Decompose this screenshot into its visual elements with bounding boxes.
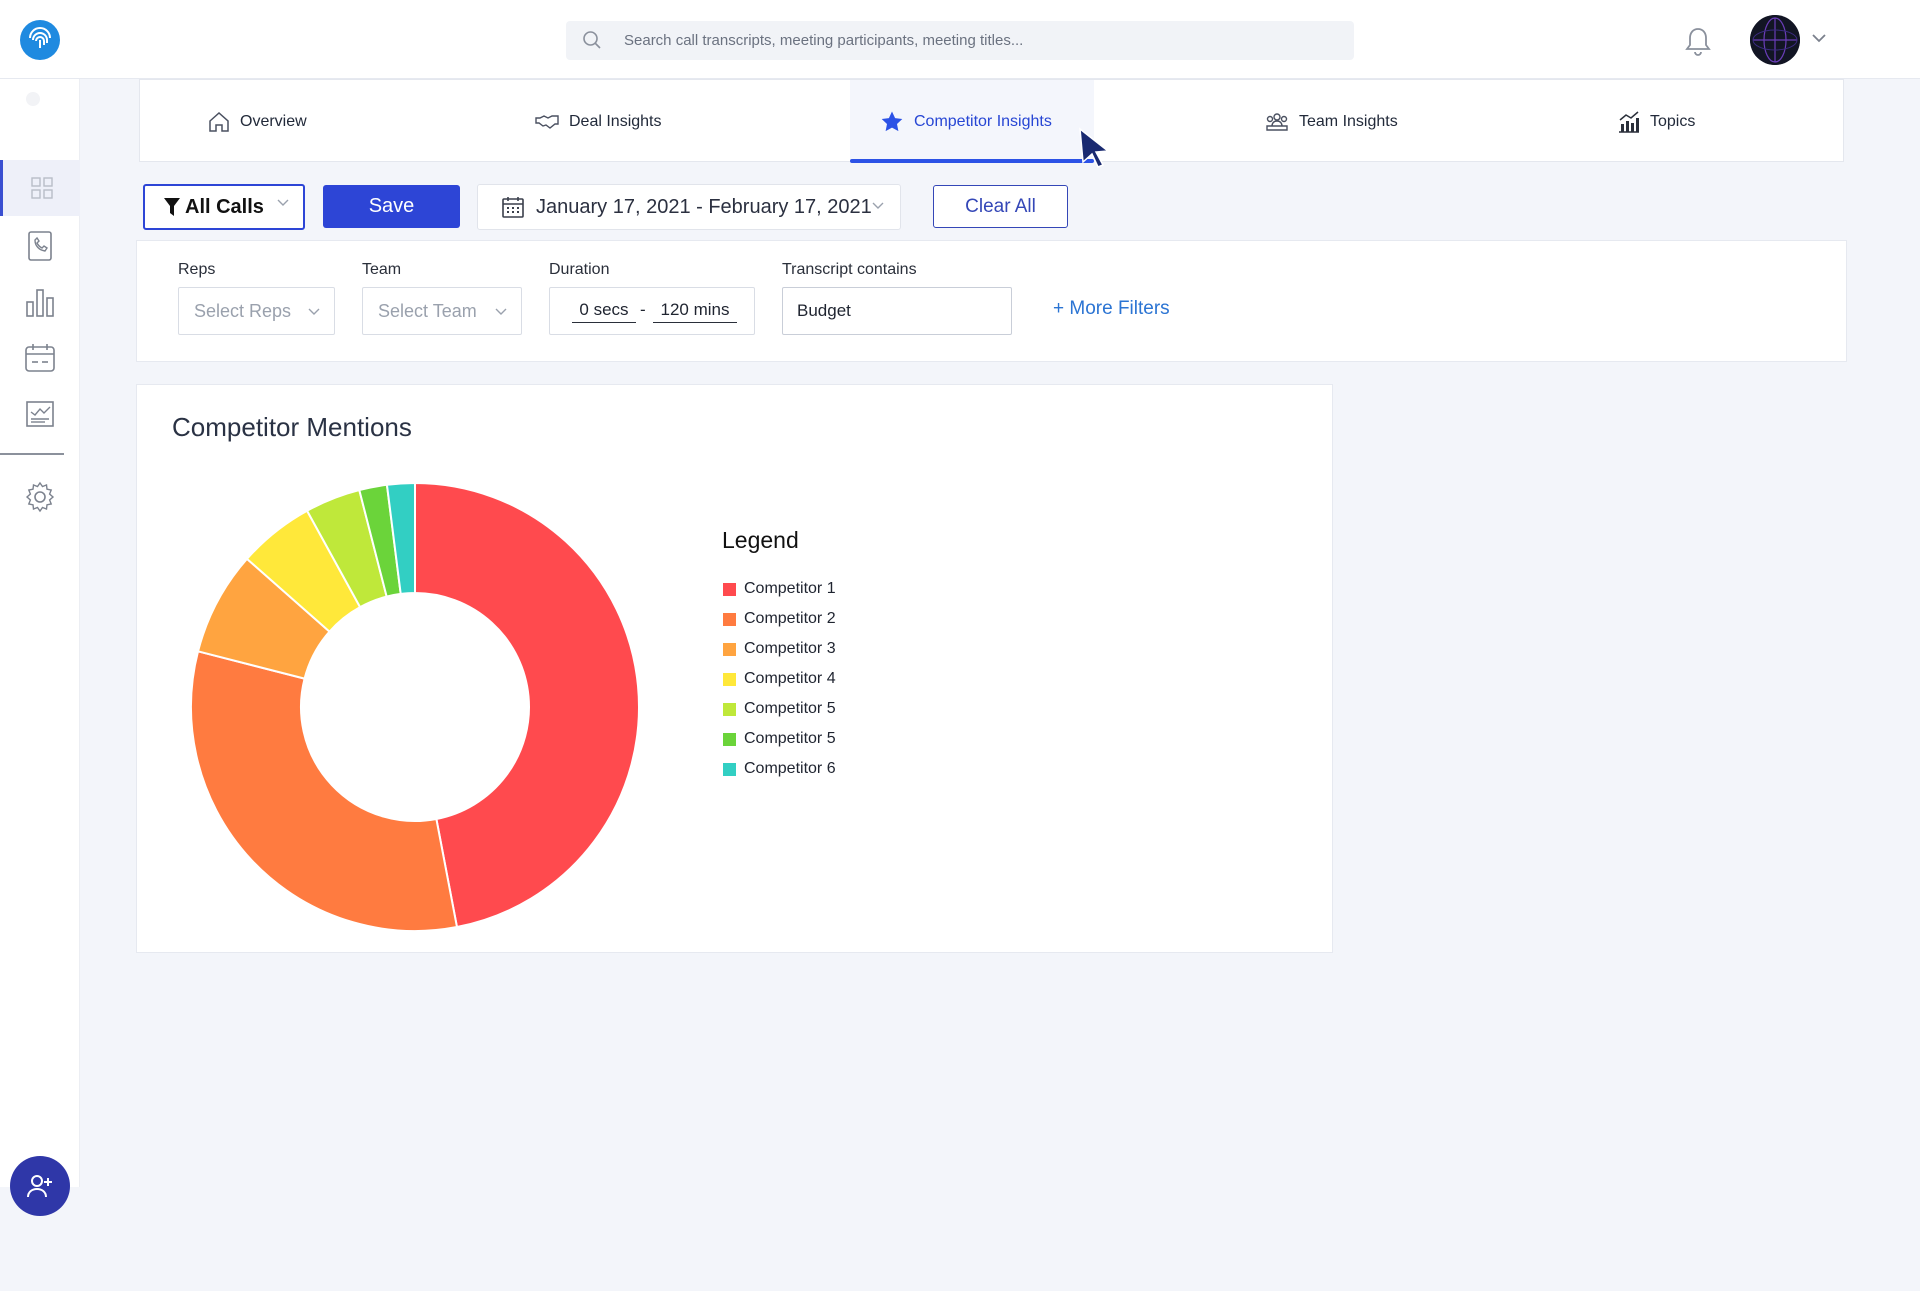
- pie-slice-2[interactable]: [190, 650, 459, 932]
- reps-label: Reps: [178, 261, 216, 278]
- chevron-down-icon[interactable]: [1812, 30, 1826, 48]
- legend-item[interactable]: Competitor 3: [723, 634, 836, 664]
- donut-chart: [190, 481, 640, 932]
- calendar-icon: [25, 344, 55, 372]
- search-input[interactable]: [624, 21, 1324, 60]
- add-user-icon: [27, 1175, 52, 1198]
- legend-label: Competitor 4: [744, 670, 836, 687]
- legend-label: Competitor 6: [744, 760, 836, 777]
- sidebar-item-dashboard[interactable]: [0, 160, 80, 216]
- legend-swatch: [723, 702, 736, 716]
- legend-swatch: [723, 732, 736, 746]
- chevron-down-icon: [277, 199, 289, 206]
- bar-chart-icon: [26, 289, 54, 317]
- sidebar-divider: [0, 453, 64, 455]
- top-header: [0, 0, 1920, 79]
- search-icon: [583, 31, 601, 49]
- home-icon: [209, 111, 229, 132]
- legend-label: Competitor 5: [744, 730, 836, 747]
- tab-competitor-insights[interactable]: Competitor Insights: [850, 80, 1094, 163]
- fingerprint-logo-icon[interactable]: [20, 20, 60, 60]
- legend-item[interactable]: Competitor 2: [723, 604, 836, 634]
- all-calls-dropdown[interactable]: All Calls: [143, 184, 305, 230]
- tab-label: Overview: [240, 112, 307, 130]
- chart-legend: Competitor 1 Competitor 2 Competitor 3 Comp…: [723, 574, 836, 784]
- empty-side-panel: [1352, 384, 1862, 682]
- duration-separator: -: [640, 300, 646, 319]
- duration-max-input[interactable]: 120 mins: [653, 300, 737, 323]
- transcript-contains-input[interactable]: [782, 287, 1012, 335]
- chevron-down-icon: [872, 202, 884, 209]
- legend-label: Competitor 3: [744, 640, 836, 657]
- legend-label: Competitor 5: [744, 700, 836, 717]
- filters-panel: Reps Select Reps Team Select Team Durati…: [136, 240, 1847, 362]
- sidebar-item-analytics[interactable]: [0, 274, 80, 330]
- mouse-cursor-icon: [1078, 127, 1112, 174]
- more-filters-link[interactable]: + More Filters: [1053, 298, 1170, 319]
- duration-label: Duration: [549, 261, 610, 278]
- legend-swatch: [723, 762, 736, 776]
- filter-icon: [164, 198, 180, 216]
- calendar-icon: [502, 197, 524, 218]
- tab-overview[interactable]: Overview: [208, 80, 307, 163]
- legend-item[interactable]: Competitor 1: [723, 574, 836, 604]
- legend-label: Competitor 1: [744, 580, 836, 597]
- transcript-label: Transcript contains: [782, 261, 917, 278]
- avatar[interactable]: [1750, 15, 1800, 65]
- team-placeholder: Select Team: [378, 300, 477, 321]
- tab-label: Team Insights: [1299, 112, 1398, 130]
- legend-swatch: [723, 642, 736, 656]
- chart-growth-icon: [1619, 110, 1639, 133]
- all-calls-label: All Calls: [185, 195, 264, 218]
- search-bar[interactable]: [566, 21, 1354, 60]
- tab-deal-insights[interactable]: Deal Insights: [535, 80, 662, 163]
- legend-item[interactable]: Competitor 5: [723, 694, 836, 724]
- sidebar-item-calendar[interactable]: [0, 330, 80, 386]
- clear-all-button[interactable]: Clear All: [933, 185, 1068, 228]
- legend-item[interactable]: Competitor 5: [723, 724, 836, 754]
- report-icon: [26, 401, 54, 427]
- dashboard-grid-icon: [30, 177, 53, 199]
- tab-label: Topics: [1650, 112, 1696, 130]
- pie-slice-7[interactable]: [385, 481, 416, 596]
- sidebar-item-calls[interactable]: [0, 218, 80, 274]
- settings-gear-icon: [25, 481, 55, 513]
- date-range-picker[interactable]: January 17, 2021 - February 17, 2021: [477, 184, 901, 230]
- legend-label: Competitor 2: [744, 610, 836, 627]
- reps-placeholder: Select Reps: [194, 300, 292, 321]
- duration-range: 0 secs - 120 mins: [549, 287, 755, 335]
- add-user-button[interactable]: [10, 1156, 70, 1216]
- legend-swatch: [723, 582, 736, 596]
- date-range-value: January 17, 2021 - February 17, 2021: [536, 195, 872, 218]
- legend-item[interactable]: Competitor 4: [723, 664, 836, 694]
- legend-swatch: [723, 672, 736, 686]
- call-log-icon: [28, 231, 52, 261]
- team-label: Team: [362, 261, 402, 278]
- handshake-icon: [535, 114, 559, 129]
- bell-icon[interactable]: [1684, 26, 1712, 61]
- chevron-down-icon: [308, 308, 320, 315]
- save-button[interactable]: Save: [323, 185, 460, 228]
- star-icon: [881, 111, 903, 131]
- sidebar-indicator: [26, 92, 40, 106]
- legend-title: Legend: [722, 527, 799, 553]
- tab-label: Deal Insights: [569, 112, 662, 130]
- reps-select[interactable]: Select Reps: [178, 287, 335, 335]
- tab-topics[interactable]: Topics: [1618, 80, 1695, 163]
- pie-slice-1[interactable]: [414, 481, 640, 929]
- tab-team-insights[interactable]: Team Insights: [1265, 80, 1398, 163]
- insights-tabs: Overview Deal Insights Competitor Insigh…: [139, 79, 1844, 163]
- legend-item[interactable]: Competitor 6: [723, 754, 836, 784]
- team-icon: [1266, 112, 1288, 131]
- tab-label: Competitor Insights: [914, 112, 1052, 130]
- duration-min-input[interactable]: 0 secs: [572, 300, 636, 323]
- sidebar: [0, 79, 80, 1216]
- sidebar-item-settings[interactable]: [0, 469, 80, 525]
- legend-swatch: [723, 612, 736, 626]
- chart-title: Competitor Mentions: [172, 412, 412, 442]
- team-select[interactable]: Select Team: [362, 287, 522, 335]
- chevron-down-icon: [495, 308, 507, 315]
- sidebar-item-reports[interactable]: [0, 386, 80, 442]
